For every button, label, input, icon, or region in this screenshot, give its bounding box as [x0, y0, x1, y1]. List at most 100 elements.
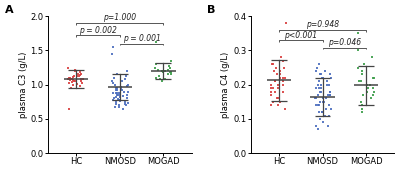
Point	[316, 80, 322, 83]
Point	[67, 87, 74, 89]
Point	[79, 82, 85, 85]
Point	[275, 104, 281, 107]
Point	[276, 100, 283, 103]
Point	[318, 90, 324, 93]
Point	[74, 74, 80, 77]
Point	[67, 79, 73, 81]
Point	[65, 66, 72, 69]
Point	[77, 78, 84, 81]
Point	[66, 81, 72, 84]
Point	[318, 77, 325, 79]
Point	[326, 83, 333, 86]
Point	[117, 96, 124, 98]
Point	[113, 87, 120, 89]
Point	[168, 73, 174, 76]
Point	[323, 80, 330, 83]
Point	[321, 100, 327, 103]
Point	[77, 80, 84, 83]
Point	[108, 80, 115, 83]
Point	[152, 63, 159, 66]
Point	[268, 90, 274, 93]
Point	[124, 70, 130, 72]
Point	[164, 73, 171, 76]
Point	[159, 70, 165, 72]
Point	[116, 105, 122, 108]
Point	[277, 77, 284, 79]
Point	[72, 70, 78, 72]
Point	[359, 70, 365, 72]
Point	[274, 73, 280, 76]
Point	[271, 70, 278, 72]
Point	[156, 75, 162, 78]
Point	[315, 83, 322, 86]
Point	[359, 104, 366, 107]
Point	[364, 83, 370, 86]
Point	[112, 103, 119, 105]
Point	[117, 94, 124, 96]
Point	[279, 80, 286, 83]
Point	[114, 94, 121, 96]
Point	[112, 96, 119, 98]
Point	[118, 87, 124, 90]
Point	[67, 77, 73, 79]
Point	[111, 77, 117, 79]
Point	[316, 111, 322, 114]
Point	[364, 90, 370, 93]
Point	[313, 104, 320, 107]
Point	[112, 100, 119, 103]
Point	[120, 90, 127, 93]
Point	[368, 97, 374, 100]
Point	[282, 77, 288, 79]
Point	[116, 104, 122, 107]
Point	[160, 71, 166, 74]
Point	[76, 85, 83, 87]
Point	[69, 83, 76, 86]
Point	[360, 94, 366, 96]
Point	[355, 49, 362, 52]
Point	[278, 56, 285, 59]
Point	[117, 99, 123, 102]
Point	[322, 114, 328, 117]
Point	[358, 100, 364, 103]
Point	[124, 85, 130, 87]
Point	[355, 66, 362, 69]
Point	[120, 107, 126, 110]
Point	[155, 68, 161, 71]
Point	[370, 77, 376, 79]
Point	[316, 100, 323, 103]
Point	[125, 83, 131, 86]
Point	[72, 80, 78, 83]
Point	[314, 66, 320, 69]
Point	[281, 107, 288, 110]
Point	[315, 104, 322, 107]
Point	[168, 71, 174, 74]
Point	[316, 118, 323, 120]
Point	[70, 75, 77, 78]
Point	[320, 77, 326, 79]
Point	[370, 87, 376, 89]
Point	[77, 71, 83, 74]
Point	[320, 100, 326, 103]
Point	[69, 81, 76, 83]
Point	[327, 90, 333, 93]
Point	[323, 97, 329, 100]
Point	[152, 77, 159, 79]
Point	[313, 97, 319, 100]
Point	[125, 90, 132, 93]
Point	[368, 56, 375, 59]
Point	[359, 107, 365, 110]
Point	[268, 63, 275, 66]
Point	[167, 66, 174, 69]
Point	[80, 78, 87, 81]
Point	[109, 52, 115, 55]
Point	[324, 94, 331, 96]
Point	[66, 107, 72, 110]
Point	[74, 83, 80, 85]
Point	[110, 92, 116, 94]
Point	[319, 111, 326, 114]
Point	[328, 77, 334, 79]
Point	[113, 88, 119, 91]
Point	[77, 74, 84, 77]
Point	[317, 90, 324, 93]
Point	[283, 22, 290, 24]
